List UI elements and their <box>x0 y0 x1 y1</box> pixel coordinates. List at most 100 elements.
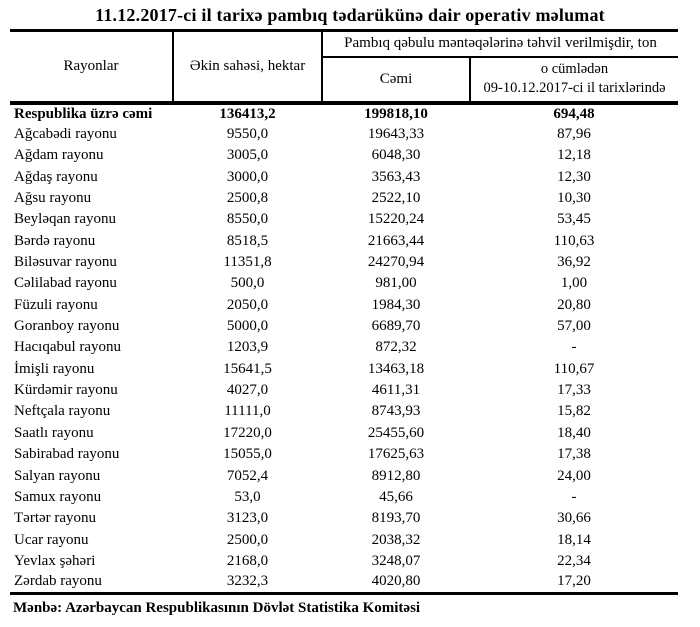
total-value: 1984,30 <box>371 296 421 313</box>
table-row: Bərdə rayonu 8518,5 21663,44 110,63 <box>10 231 678 252</box>
area-value: 2500,0 <box>226 531 269 548</box>
area-value: 53,0 <box>234 488 261 505</box>
header-delivered-group: Pambıq qəbulu məntəqələrinə təhvil veril… <box>322 30 679 58</box>
recent-value: 12,18 <box>557 147 591 164</box>
area-value: 15055,0 <box>223 446 272 463</box>
rayon-name: Biləsuvar rayonu <box>14 254 117 271</box>
table-row: Saatlı rayonu 17220,0 25455,60 18,40 <box>10 423 678 444</box>
table-row: İmişli rayonu 15641,5 13463,18 110,67 <box>10 359 678 380</box>
table-row: Füzuli rayonu 2050,0 1984,30 20,80 <box>10 295 678 316</box>
total-value: 2522,10 <box>371 190 421 207</box>
rayon-name: Ucar rayonu <box>14 531 89 548</box>
rayon-name: Respublika üzrə cəmi <box>14 105 153 122</box>
area-value: 1203,9 <box>226 339 269 356</box>
area-value: 17220,0 <box>223 424 272 441</box>
table-row: Ağsu rayonu 2500,8 2522,10 10,30 <box>10 188 678 209</box>
rayon-name: Ağdaş rayonu <box>14 168 98 185</box>
total-value: 8912,80 <box>371 467 421 484</box>
area-value: 3123,0 <box>226 510 269 527</box>
rayon-name: Ağdam rayonu <box>14 147 104 164</box>
area-value: 136413,2 <box>219 105 276 122</box>
area-value: 8550,0 <box>226 211 269 228</box>
rayon-name: Yevlax şəhəri <box>14 552 96 569</box>
area-value: 15641,5 <box>223 360 272 377</box>
recent-value: - <box>571 339 577 356</box>
rayon-name: Goranboy rayonu <box>14 318 120 335</box>
header-rayonlar: Rayonlar <box>10 30 174 105</box>
total-value: 4020,80 <box>322 572 470 595</box>
table-row: Hacıqabul rayonu 1203,9 872,32 - <box>10 337 678 358</box>
rayon-name: Kürdəmir rayonu <box>14 382 118 399</box>
table-row: Beyləqan rayonu 8550,0 15220,24 53,45 <box>10 209 678 230</box>
recent-value: - <box>571 488 577 505</box>
table-header: Rayonlar Əkin sahəsi, hektar Pambıq qəbu… <box>10 30 679 105</box>
header-row-group: Rayonlar Əkin sahəsi, hektar Pambıq qəbu… <box>10 30 679 105</box>
rayon-name: Salyan rayonu <box>14 467 101 484</box>
recent-value: 17,38 <box>557 446 591 463</box>
area-value: 8518,5 <box>226 232 269 249</box>
area-value: 3000,0 <box>226 168 269 185</box>
recent-value: 57,00 <box>557 318 591 335</box>
total-value: 4611,31 <box>371 382 421 399</box>
recent-value: 10,30 <box>557 190 591 207</box>
area-value: 11351,8 <box>223 254 272 271</box>
header-recent-line2: 09-10.12.2017-ci il tarixlərində <box>483 80 666 96</box>
recent-value: 22,34 <box>557 552 591 569</box>
rayon-name: Saatlı rayonu <box>14 424 94 441</box>
total-value: 6689,70 <box>371 318 421 335</box>
total-value: 8743,93 <box>371 403 421 420</box>
total-value: 25455,60 <box>367 424 425 441</box>
total-row: Respublika üzrə cəmi 136413,2 199818,10 694… <box>10 103 678 124</box>
recent-value: 18,14 <box>557 531 591 548</box>
total-value: 17625,63 <box>367 446 425 463</box>
table-row: Neftçala rayonu 11111,0 8743,93 15,82 <box>10 401 678 422</box>
total-value: 15220,24 <box>367 211 425 228</box>
header-cami: Cəmi <box>322 56 471 105</box>
recent-value: 18,40 <box>557 424 591 441</box>
header-recent-line1: o cümlədən <box>540 61 609 77</box>
table-row: Biləsuvar rayonu 11351,8 24270,94 36,92 <box>10 252 678 273</box>
total-value: 3248,07 <box>371 552 421 569</box>
recent-value: 53,45 <box>557 211 591 228</box>
rayon-name: Samux rayonu <box>14 488 102 505</box>
total-value: 2038,32 <box>371 531 421 548</box>
total-value: 45,66 <box>379 488 413 505</box>
table-row: Ağdam rayonu 3005,0 6048,30 12,18 <box>10 145 678 166</box>
table-row: Goranboy rayonu 5000,0 6689,70 57,00 <box>10 316 678 337</box>
table-row: Ağdaş rayonu 3000,0 3563,43 12,30 <box>10 167 678 188</box>
cotton-report-table: Rayonlar Əkin sahəsi, hektar Pambıq qəbu… <box>10 29 679 595</box>
recent-value: 110,67 <box>553 360 595 377</box>
rayon-name: Zərdab rayonu <box>10 572 173 595</box>
total-value: 199818,10 <box>364 105 428 122</box>
area-value: 2500,8 <box>226 190 269 207</box>
area-value: 7052,4 <box>226 467 269 484</box>
area-value: 500,0 <box>230 275 265 292</box>
table-row: Samux rayonu 53,0 45,66 - <box>10 487 678 508</box>
area-value: 2050,0 <box>226 296 269 313</box>
rayon-name: Bərdə rayonu <box>14 232 96 249</box>
rayon-name: Ağsu rayonu <box>14 190 92 207</box>
table-row: Tərtər rayonu 3123,0 8193,70 30,66 <box>10 508 678 529</box>
total-value: 872,32 <box>375 339 417 356</box>
table-body: Respublika üzrə cəmi 136413,2 199818,10 694… <box>10 103 679 595</box>
recent-value: 17,33 <box>557 382 591 399</box>
recent-value: 24,00 <box>557 467 591 484</box>
total-value: 24270,94 <box>367 254 425 271</box>
total-value: 981,00 <box>375 275 417 292</box>
rayon-name: Sabirabad rayonu <box>14 446 120 463</box>
rayon-name: Neftçala rayonu <box>14 403 111 420</box>
table-row: Ağcabədi rayonu 9550,0 19643,33 87,96 <box>10 124 678 145</box>
table-row: Cəlilabad rayonu 500,0 981,00 1,00 <box>10 273 678 294</box>
area-value: 3005,0 <box>226 147 269 164</box>
table-row: Yevlax şəhəri 2168,0 3248,07 22,34 <box>10 551 678 572</box>
area-value: 9550,0 <box>226 126 269 143</box>
recent-value: 17,20 <box>470 572 679 595</box>
rayon-name: Hacıqabul rayonu <box>14 339 122 356</box>
rayon-name: Beyləqan rayonu <box>14 211 117 228</box>
total-value: 8193,70 <box>371 510 421 527</box>
area-value: 4027,0 <box>226 382 269 399</box>
total-value: 6048,30 <box>371 147 421 164</box>
rayon-name: İmişli rayonu <box>14 360 95 377</box>
recent-value: 694,48 <box>553 105 595 122</box>
